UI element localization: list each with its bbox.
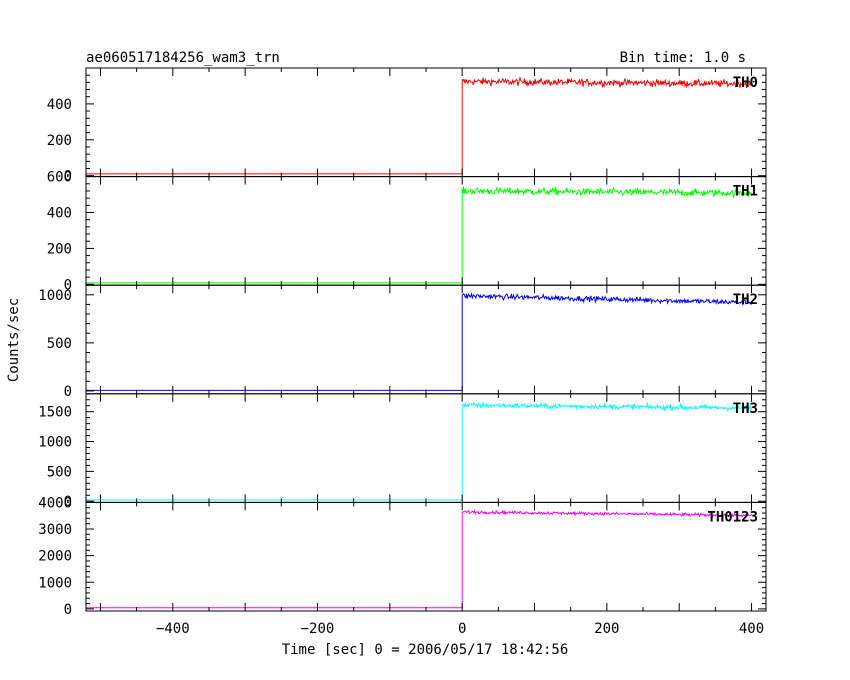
y-tick-label: 0 [64, 384, 72, 400]
y-tick-label: 400 [47, 97, 72, 113]
x-tick-label: 0 [458, 621, 466, 637]
y-tick-label: 1000 [38, 288, 72, 304]
panel-frame [85, 176, 767, 286]
series-line-th3 [86, 401, 752, 501]
y-axis-label: Counts/sec [6, 298, 22, 382]
series-line-th1 [86, 186, 752, 284]
y-tick-label: 200 [47, 133, 72, 149]
panel-frame [85, 393, 767, 503]
panels-group: 0 200 400 TH0 0 200 400 600 TH1 0 500 1000 TH2 0 500 10… [38, 67, 767, 637]
y-tick-label: 3000 [38, 522, 72, 538]
y-tick-label: 0 [64, 169, 72, 185]
y-tick-label: 1000 [38, 575, 72, 591]
x-tick-label: 400 [739, 621, 764, 637]
y-tick-label: 4000 [38, 495, 72, 511]
panel-th1: 0 200 400 600 TH1 [47, 170, 767, 293]
panel-label-th0: TH0 [733, 75, 758, 91]
y-tick-label: 200 [47, 241, 72, 257]
panel-th0123: 0 1000 2000 3000 4000 TH0123 [38, 495, 767, 618]
panel-th0: 0 200 400 TH0 [47, 67, 767, 185]
series-line-th2 [86, 292, 752, 391]
panel-frame [85, 501, 767, 612]
y-tick-label: 2000 [38, 549, 72, 565]
panel-label-th3: TH3 [733, 401, 758, 417]
panel-frame [85, 284, 767, 395]
y-tick-label: 0 [64, 277, 72, 293]
x-tick-label: −200 [301, 621, 335, 637]
y-tick-label: 0 [64, 602, 72, 618]
series-line-th0123 [86, 509, 752, 609]
chart-title-right: Bin time: 1.0 s [620, 50, 746, 66]
y-tick-label: 1000 [38, 435, 72, 451]
series-line-th0 [86, 76, 752, 175]
x-tick-label: 200 [594, 621, 619, 637]
y-tick-label: 500 [47, 336, 72, 352]
chart-title-left: ae060517184256_wam3_trn [86, 50, 280, 66]
y-tick-label: 1500 [38, 405, 72, 421]
panel-label-th0123: TH0123 [707, 509, 758, 525]
panel-label-th2: TH2 [733, 292, 758, 308]
panel-label-th1: TH1 [733, 184, 758, 200]
y-tick-label: 600 [47, 170, 72, 186]
y-tick-label: 500 [47, 464, 72, 480]
y-tick-label: 400 [47, 206, 72, 222]
x-axis-label: Time [sec] 0 = 2006/05/17 18:42:56 [282, 642, 569, 658]
y-tick-label: 0 [64, 494, 72, 510]
panel-th3: 0 500 1000 1500 TH3 [38, 393, 767, 510]
panel-th2: 0 500 1000 TH2 [38, 284, 767, 400]
x-tick-label: −400 [156, 621, 190, 637]
